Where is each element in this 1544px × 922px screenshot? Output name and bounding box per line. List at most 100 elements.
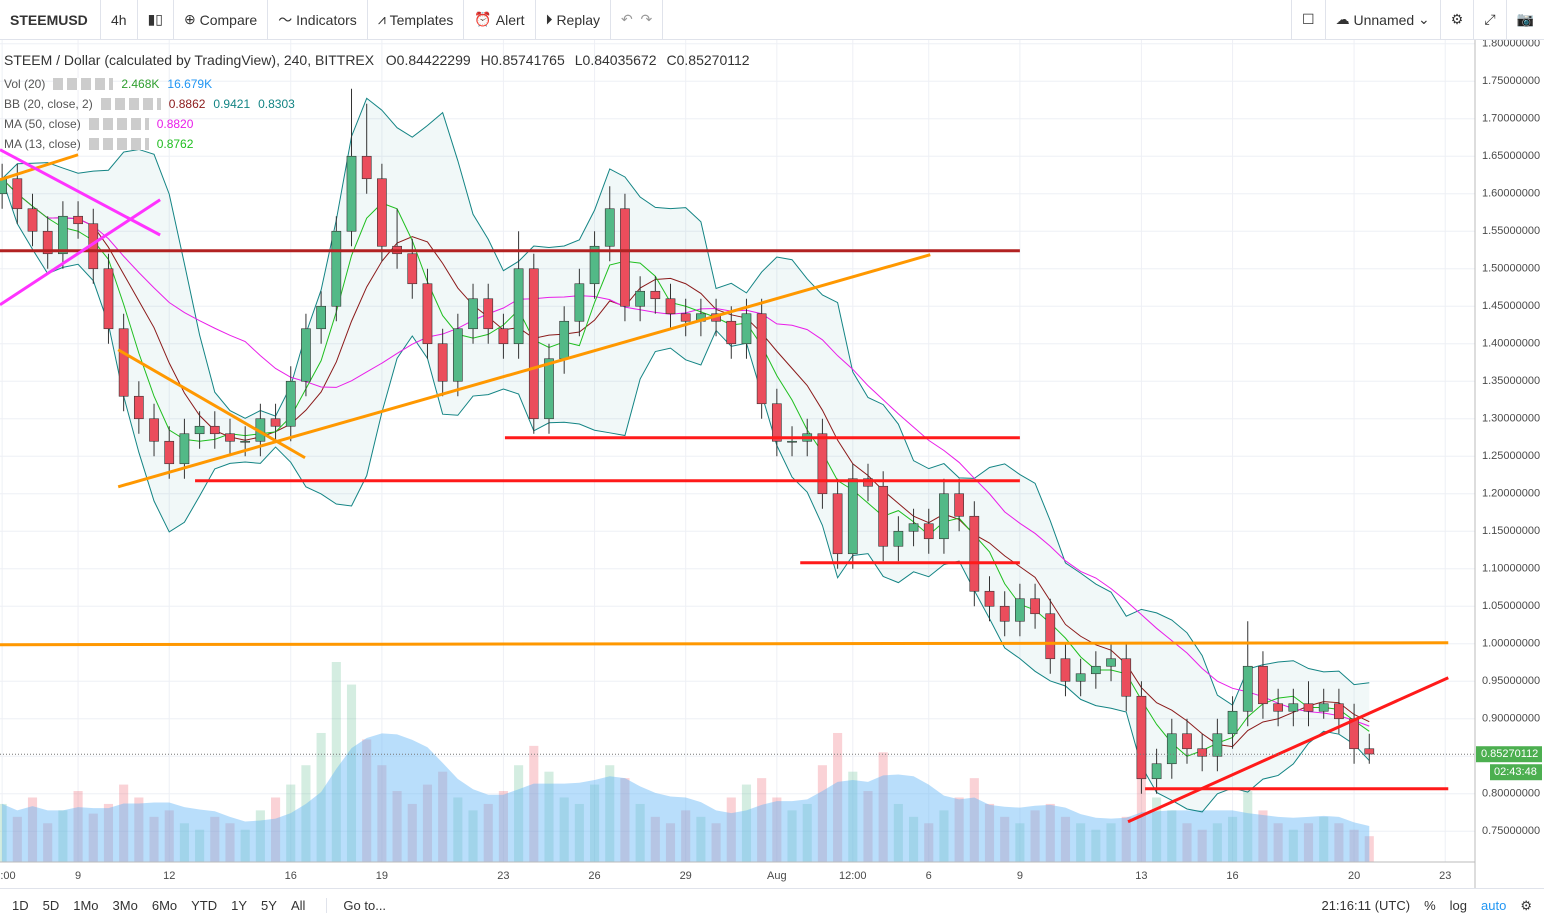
indicator-row: Vol (20) 2.468K 16.679K <box>4 74 760 94</box>
toolbar-right: ☐ ☁ Unnamed ⌄ ⚙ ⤢ 📷 <box>1291 0 1544 39</box>
scale-option[interactable]: auto <box>1481 898 1507 913</box>
expand[interactable]: ⤢ <box>1474 0 1507 39</box>
chart-style[interactable]: ▮▯ <box>138 0 174 39</box>
x-tick-label: 12 <box>163 870 175 882</box>
range-button[interactable]: 1Mo <box>73 898 99 913</box>
range-button[interactable]: 1Y <box>231 898 248 913</box>
range-button[interactable]: All <box>290 898 306 913</box>
label: Compare <box>199 11 258 28</box>
x-tick-label: 6 <box>926 870 932 882</box>
volume-bar <box>1334 823 1344 862</box>
volume-bar <box>1349 829 1359 862</box>
legend-title: STEEM / Dollar (calculated by TradingVie… <box>4 52 375 68</box>
bb-upper <box>1 97 1370 706</box>
range-button[interactable]: 1D <box>12 898 29 913</box>
alert[interactable]: ⏰ Alert <box>464 0 536 39</box>
indicator-name[interactable]: MA (50, close) <box>4 117 81 131</box>
range-button[interactable]: 3Mo <box>112 898 138 913</box>
volume-bar <box>1106 823 1116 862</box>
candle-body <box>1349 718 1359 750</box>
y-tick-label: 1.15000000 <box>1482 525 1540 537</box>
indicator-value: 0.8862 <box>168 97 206 111</box>
indicator-controls[interactable] <box>88 138 149 150</box>
candle-body <box>1030 598 1040 615</box>
trend-line <box>0 641 1449 647</box>
volume-bar <box>270 797 281 862</box>
candle-body <box>680 313 691 322</box>
candle-body <box>893 530 904 547</box>
candle-body <box>939 493 949 540</box>
indicator-name[interactable]: Vol (20) <box>4 77 46 91</box>
volume-bar <box>1030 810 1040 862</box>
indicator-name[interactable]: BB (20, close, 2) <box>4 97 93 111</box>
volume-bar <box>848 771 858 862</box>
scale-option[interactable]: log <box>1449 898 1468 913</box>
candle-body <box>285 380 296 427</box>
symbol[interactable]: STEEMUSD <box>0 0 101 39</box>
undo-redo[interactable]: ↶ ↷ <box>611 0 664 39</box>
candle-body <box>118 328 129 397</box>
candle-body <box>361 155 372 180</box>
layout[interactable]: ☁ Unnamed ⌄ <box>1326 0 1441 39</box>
y-tick-label: 1.60000000 <box>1482 188 1540 200</box>
volume-bar <box>605 765 615 862</box>
volume-bar <box>1045 803 1055 862</box>
volume-bar <box>43 823 53 862</box>
axes: 0.750000000.800000000.850000000.90000000… <box>0 38 1542 882</box>
templates[interactable]: ⩘ Templates <box>368 0 465 39</box>
indicator-controls[interactable] <box>88 118 149 130</box>
indicator-controls[interactable] <box>53 78 114 90</box>
volume-bar <box>1121 816 1131 862</box>
candle-body <box>0 178 7 195</box>
candle-body <box>1197 748 1208 757</box>
candle-body <box>513 268 524 345</box>
indicator-row: MA (13, close) 0.8762 <box>4 134 760 154</box>
y-tick-label: 1.10000000 <box>1482 563 1540 575</box>
candle-body <box>1227 710 1238 735</box>
label: Indicators <box>296 11 357 28</box>
volume-bar <box>711 823 721 862</box>
replay[interactable]: ⏵ Replay <box>536 0 612 39</box>
candle-body <box>574 283 585 322</box>
scale-option[interactable]: % <box>1424 898 1436 913</box>
candle-body <box>1090 665 1101 675</box>
indicator-controls[interactable] <box>100 98 161 110</box>
candle-body <box>635 290 645 307</box>
candle-body <box>544 358 554 420</box>
volume-bar <box>665 823 676 862</box>
volume-bar <box>1182 823 1192 862</box>
goto-button[interactable]: Go to... <box>326 898 393 913</box>
volume-bar <box>225 823 235 862</box>
volume-bar <box>893 803 903 862</box>
candle-body <box>437 343 448 382</box>
candle-body <box>984 590 995 607</box>
candle-body <box>1258 665 1268 705</box>
fullscreen-toggle[interactable]: ☐ <box>1291 0 1326 39</box>
candle-body <box>832 493 843 555</box>
snapshot[interactable]: 📷 <box>1516 11 1534 27</box>
volume-bar <box>1273 823 1283 862</box>
indicators[interactable]: 〜 Indicators <box>268 0 368 39</box>
volume-bar <box>12 816 22 862</box>
indicator-name[interactable]: MA (13, close) <box>4 137 81 151</box>
range-button[interactable]: 5Y <box>261 898 277 913</box>
interval[interactable]: 4h <box>101 0 138 39</box>
candle-body <box>73 215 83 225</box>
settings-gear[interactable]: ⚙ <box>1520 897 1532 913</box>
range-button[interactable]: 6Mo <box>151 898 178 913</box>
indicator-row: BB (20, close, 2) 0.8862 0.9421 0.8303 <box>4 94 760 114</box>
candle-body <box>377 178 387 247</box>
range-button[interactable]: 5D <box>42 898 60 913</box>
range-button[interactable]: YTD <box>191 898 218 913</box>
y-tick-label: 1.35000000 <box>1482 375 1540 387</box>
indicator-value: 0.8762 <box>156 137 194 151</box>
volume-bar <box>240 829 250 862</box>
bottom-bar: 1D 5D 1Mo 3Mo 6Mo YTD 1Y 5Y All Go to... 21:16:11 … <box>0 888 1544 922</box>
candle-body <box>787 440 797 443</box>
compare[interactable]: ⊕ Compare <box>174 0 269 39</box>
candle-body <box>1303 703 1314 712</box>
trend-line <box>117 348 306 460</box>
settings[interactable]: ⚙ <box>1441 0 1475 39</box>
volume-bar <box>195 829 205 862</box>
volume-bar <box>1212 823 1222 862</box>
